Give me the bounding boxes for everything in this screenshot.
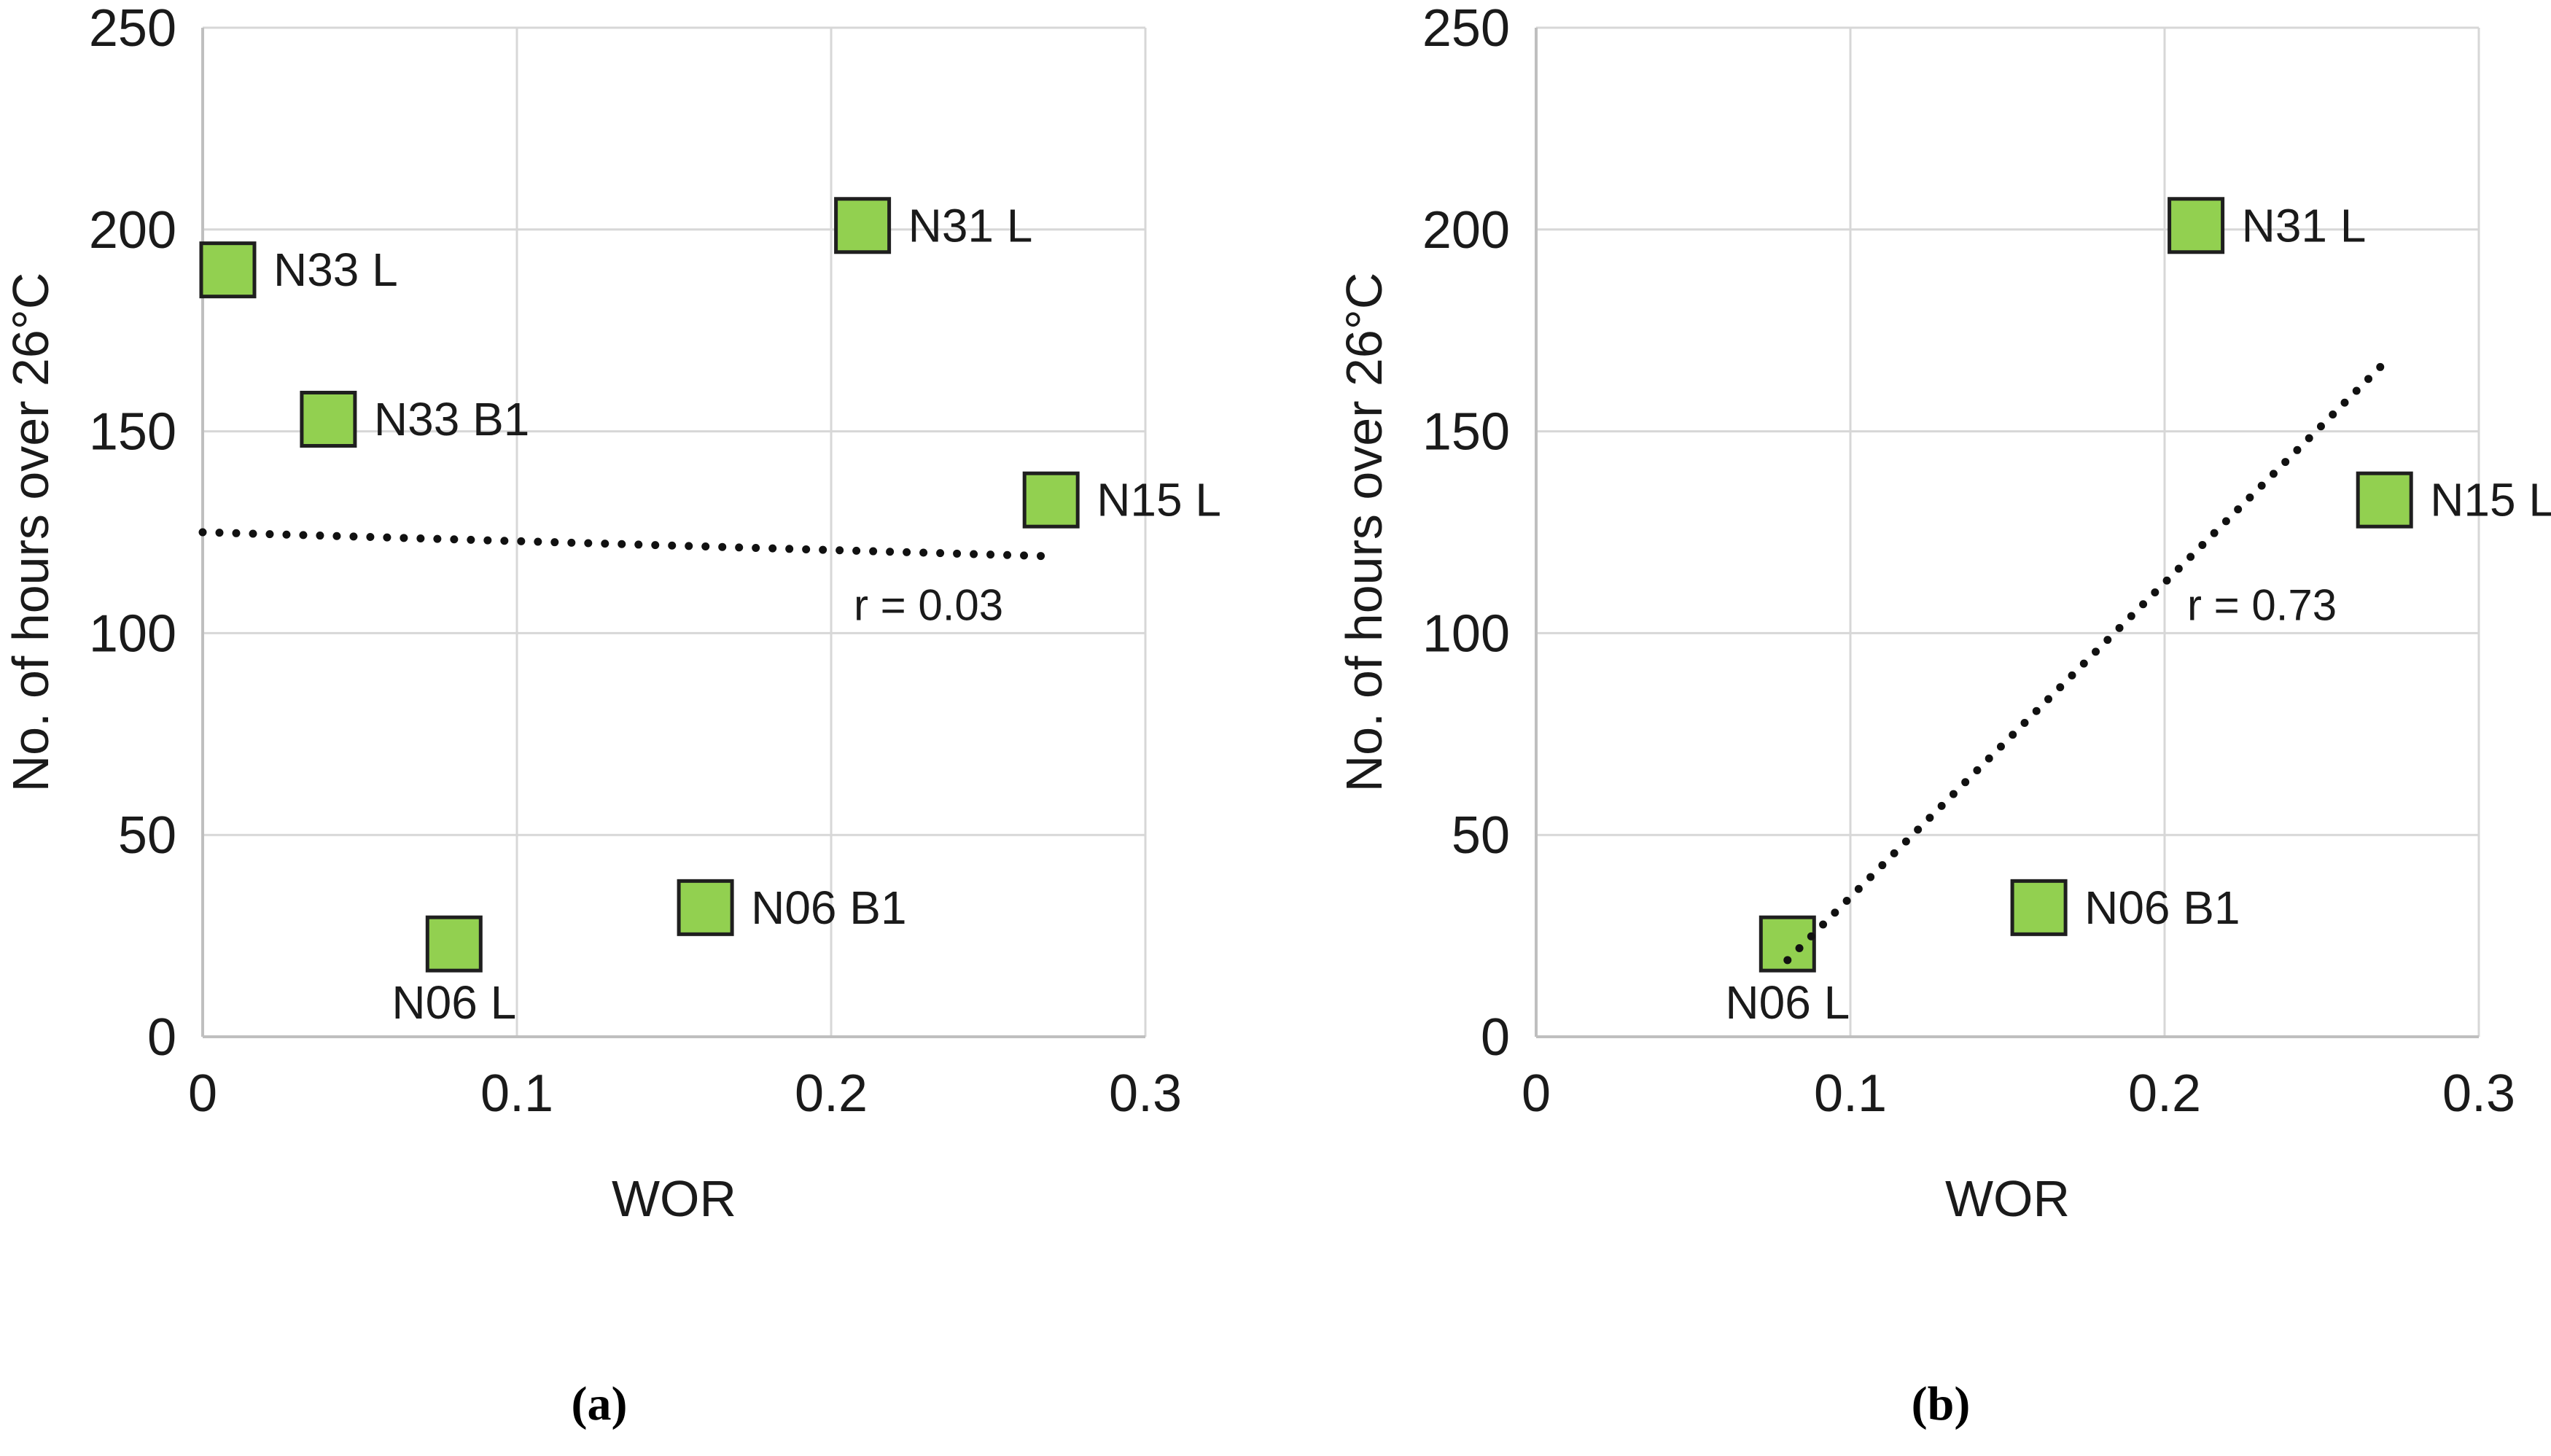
- data-point-n06-l: [425, 915, 483, 973]
- point-label-n06-l: N06 L: [1725, 976, 1850, 1029]
- point-label-n33-l: N33 L: [273, 244, 398, 296]
- y-tick-label-150: 150: [89, 403, 176, 462]
- data-point-n06-b1: [677, 879, 734, 936]
- trendline-b: [1783, 358, 2389, 965]
- y-axis-title: No. of hours over 26°C: [2, 273, 59, 793]
- x-axis-title: WOR: [1945, 1170, 2070, 1227]
- trendline-a: [198, 528, 1062, 561]
- x-tick-label-0.1: 0.1: [1814, 1064, 1887, 1123]
- y-tick-label-200: 200: [89, 201, 176, 260]
- point-label-n31-l: N31 L: [2242, 199, 2367, 252]
- x-tick-label-0: 0: [188, 1064, 217, 1123]
- x-tick-label-0.3: 0.3: [2442, 1064, 2515, 1123]
- y-tick-label-50: 50: [1452, 806, 1510, 865]
- y-tick-label-200: 200: [1422, 201, 1510, 260]
- y-tick-label-250: 250: [1422, 0, 1510, 58]
- y-tick-label-50: 50: [118, 806, 176, 865]
- panel-b-caption: (b): [1911, 1377, 1971, 1430]
- point-label-n06-l: N06 L: [392, 976, 516, 1029]
- point-label-n31-l: N31 L: [908, 199, 1033, 252]
- y-tick-label-250: 250: [89, 0, 176, 58]
- scatter-panel-b: 0 50 100 150 200 250 0 0.1 0.2 0.3 No. of hours ov…: [1336, 0, 2551, 1227]
- data-point-n33-l: [199, 241, 257, 299]
- panel-a-caption: (a): [571, 1377, 628, 1430]
- x-axis-title: WOR: [612, 1170, 736, 1227]
- x-tick-label-0.1: 0.1: [480, 1064, 553, 1123]
- y-tick-label-100: 100: [1422, 604, 1510, 663]
- point-label-n15-l: N15 L: [1097, 474, 1221, 526]
- data-point-n15-l: [1022, 471, 1080, 529]
- correlation-annotation-b: r = 0.73: [2187, 581, 2337, 630]
- point-label-n33-b1: N33 B1: [374, 393, 529, 445]
- data-point-n33-b1: [300, 390, 357, 448]
- data-point-n15-l: [2356, 471, 2413, 529]
- y-tick-label-0: 0: [1481, 1008, 1510, 1067]
- point-label-n06-b1: N06 B1: [751, 881, 906, 934]
- x-tick-label-0.3: 0.3: [1109, 1064, 1182, 1123]
- point-label-n15-l: N15 L: [2430, 474, 2551, 526]
- data-point-n06-b1: [2010, 879, 2068, 936]
- scatter-panel-a: 0 50 100 150 200 250 0 0.1 0.2 0.3 No. of hours ov…: [2, 0, 1221, 1227]
- y-tick-label-0: 0: [147, 1008, 176, 1067]
- correlation-annotation-a: r = 0.03: [854, 581, 1003, 630]
- point-label-n06-b1: N06 B1: [2084, 881, 2240, 934]
- x-tick-label-0: 0: [1522, 1064, 1551, 1123]
- data-point-n31-l: [834, 197, 892, 254]
- y-tick-label-100: 100: [89, 604, 176, 663]
- x-tick-label-0.2: 0.2: [2128, 1064, 2201, 1123]
- data-point-n31-l: [2168, 197, 2225, 254]
- x-tick-label-0.2: 0.2: [795, 1064, 868, 1123]
- y-tick-label-150: 150: [1422, 403, 1510, 462]
- y-axis-title: No. of hours over 26°C: [1336, 273, 1393, 793]
